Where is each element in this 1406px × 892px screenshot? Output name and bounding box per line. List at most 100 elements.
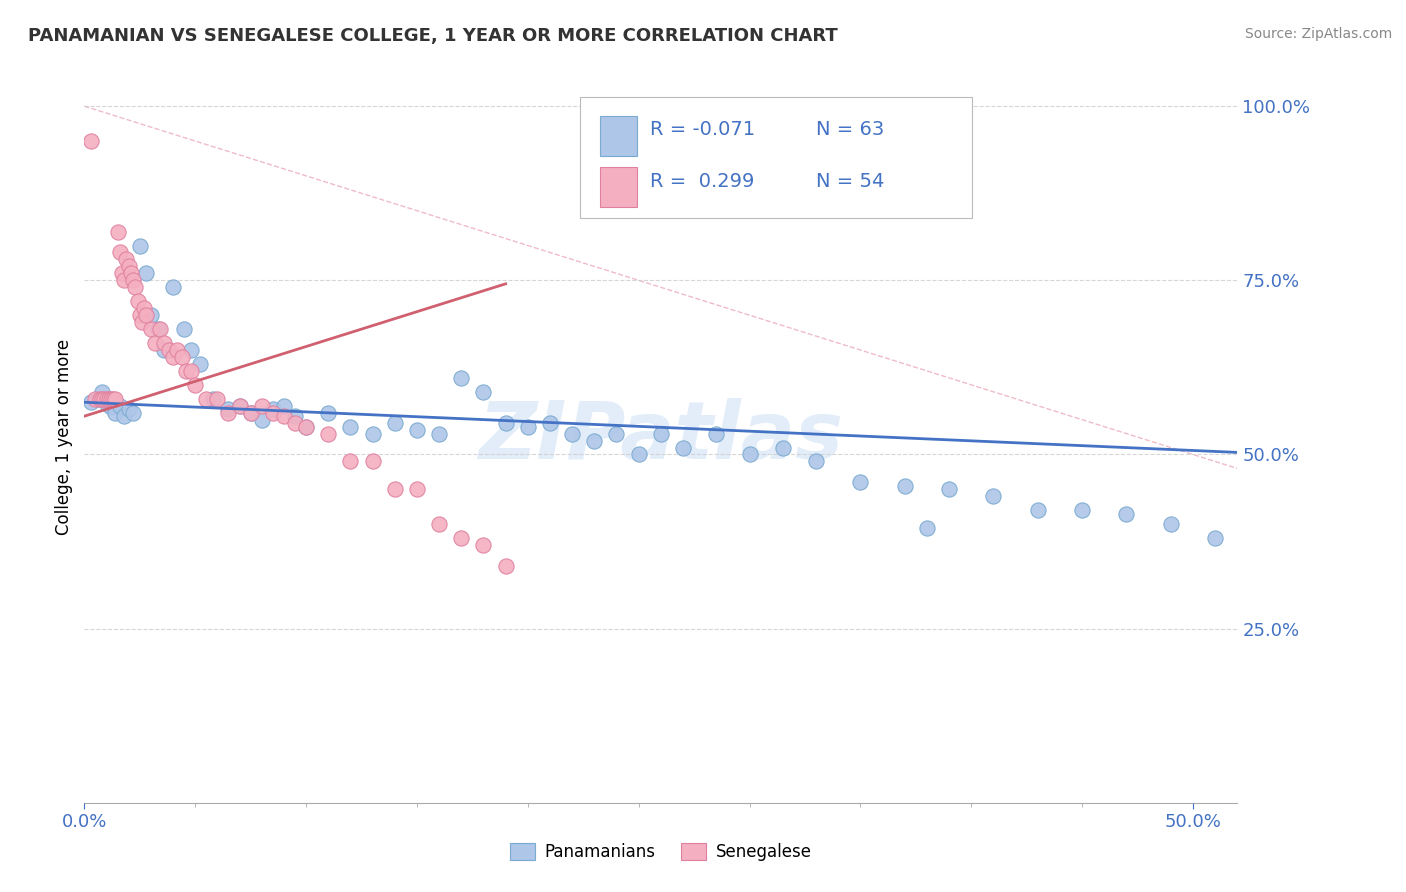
- Point: [605, 426, 627, 441]
- Point: [103, 392, 124, 406]
- FancyBboxPatch shape: [600, 116, 637, 156]
- Text: N = 54: N = 54: [817, 171, 884, 191]
- Text: ZIPatlas: ZIPatlas: [478, 398, 844, 476]
- Point: [93, 392, 115, 406]
- Point: [538, 416, 561, 430]
- Point: [139, 308, 162, 322]
- Point: [146, 322, 169, 336]
- Point: [704, 426, 727, 441]
- Point: [218, 402, 240, 417]
- Point: [650, 426, 672, 441]
- Point: [284, 409, 307, 424]
- Text: Source: ZipAtlas.com: Source: ZipAtlas.com: [1244, 27, 1392, 41]
- Point: [143, 336, 166, 351]
- Point: [207, 392, 229, 406]
- Text: R = -0.071: R = -0.071: [651, 120, 755, 139]
- Point: [201, 392, 224, 406]
- Point: [228, 399, 250, 413]
- Point: [772, 441, 794, 455]
- Point: [84, 392, 107, 406]
- Point: [495, 558, 517, 573]
- Point: [122, 273, 145, 287]
- Point: [1160, 517, 1182, 532]
- Point: [131, 315, 153, 329]
- Point: [250, 399, 273, 413]
- Point: [104, 406, 127, 420]
- Point: [149, 322, 172, 336]
- Point: [1249, 552, 1271, 566]
- Point: [1071, 503, 1094, 517]
- Text: N = 63: N = 63: [817, 120, 884, 139]
- Point: [112, 409, 135, 424]
- Point: [406, 483, 429, 497]
- Point: [184, 377, 207, 392]
- Point: [100, 392, 122, 406]
- Point: [228, 399, 250, 413]
- Point: [427, 517, 450, 532]
- Point: [915, 521, 938, 535]
- Point: [89, 392, 111, 406]
- Point: [166, 343, 188, 357]
- Point: [104, 392, 127, 406]
- Point: [262, 406, 284, 420]
- Point: [273, 409, 295, 424]
- Point: [738, 448, 761, 462]
- Point: [118, 402, 141, 417]
- Text: R =  0.299: R = 0.299: [651, 171, 755, 191]
- Point: [672, 441, 695, 455]
- Text: PANAMANIAN VS SENEGALESE COLLEGE, 1 YEAR OR MORE CORRELATION CHART: PANAMANIAN VS SENEGALESE COLLEGE, 1 YEAR…: [28, 27, 838, 45]
- Point: [983, 489, 1005, 503]
- Point: [239, 406, 262, 420]
- Legend: Panamanians, Senegalese: Panamanians, Senegalese: [503, 836, 818, 868]
- Point: [339, 419, 361, 434]
- Point: [1115, 507, 1137, 521]
- Point: [361, 426, 384, 441]
- Point: [273, 399, 295, 413]
- Point: [96, 392, 118, 406]
- Point: [804, 454, 827, 468]
- FancyBboxPatch shape: [600, 167, 637, 207]
- Point: [170, 350, 193, 364]
- Point: [124, 280, 146, 294]
- Point: [295, 419, 318, 434]
- Point: [115, 252, 138, 267]
- Point: [80, 395, 103, 409]
- Point: [627, 448, 650, 462]
- Point: [250, 412, 273, 426]
- FancyBboxPatch shape: [581, 97, 972, 218]
- Point: [162, 350, 184, 364]
- Point: [128, 308, 150, 322]
- Point: [516, 419, 538, 434]
- Point: [111, 266, 134, 280]
- Point: [1026, 503, 1049, 517]
- Point: [112, 273, 135, 287]
- Point: [135, 308, 157, 322]
- Point: [316, 406, 339, 420]
- Point: [561, 426, 583, 441]
- Point: [495, 416, 517, 430]
- Point: [153, 336, 176, 351]
- Point: [295, 419, 318, 434]
- Point: [162, 280, 184, 294]
- Point: [91, 384, 114, 399]
- Point: [80, 134, 103, 148]
- Point: [86, 392, 108, 406]
- Point: [284, 416, 307, 430]
- Point: [100, 400, 122, 414]
- Point: [1204, 531, 1226, 545]
- Point: [118, 260, 141, 274]
- Point: [176, 364, 198, 378]
- Point: [97, 392, 120, 406]
- Point: [427, 426, 450, 441]
- Point: [849, 475, 872, 490]
- Point: [384, 483, 406, 497]
- Point: [135, 266, 157, 280]
- Point: [108, 245, 131, 260]
- Point: [450, 531, 472, 545]
- Point: [173, 322, 195, 336]
- Point: [583, 434, 606, 448]
- Point: [472, 384, 495, 399]
- Point: [339, 454, 361, 468]
- Point: [893, 479, 915, 493]
- Point: [122, 406, 145, 420]
